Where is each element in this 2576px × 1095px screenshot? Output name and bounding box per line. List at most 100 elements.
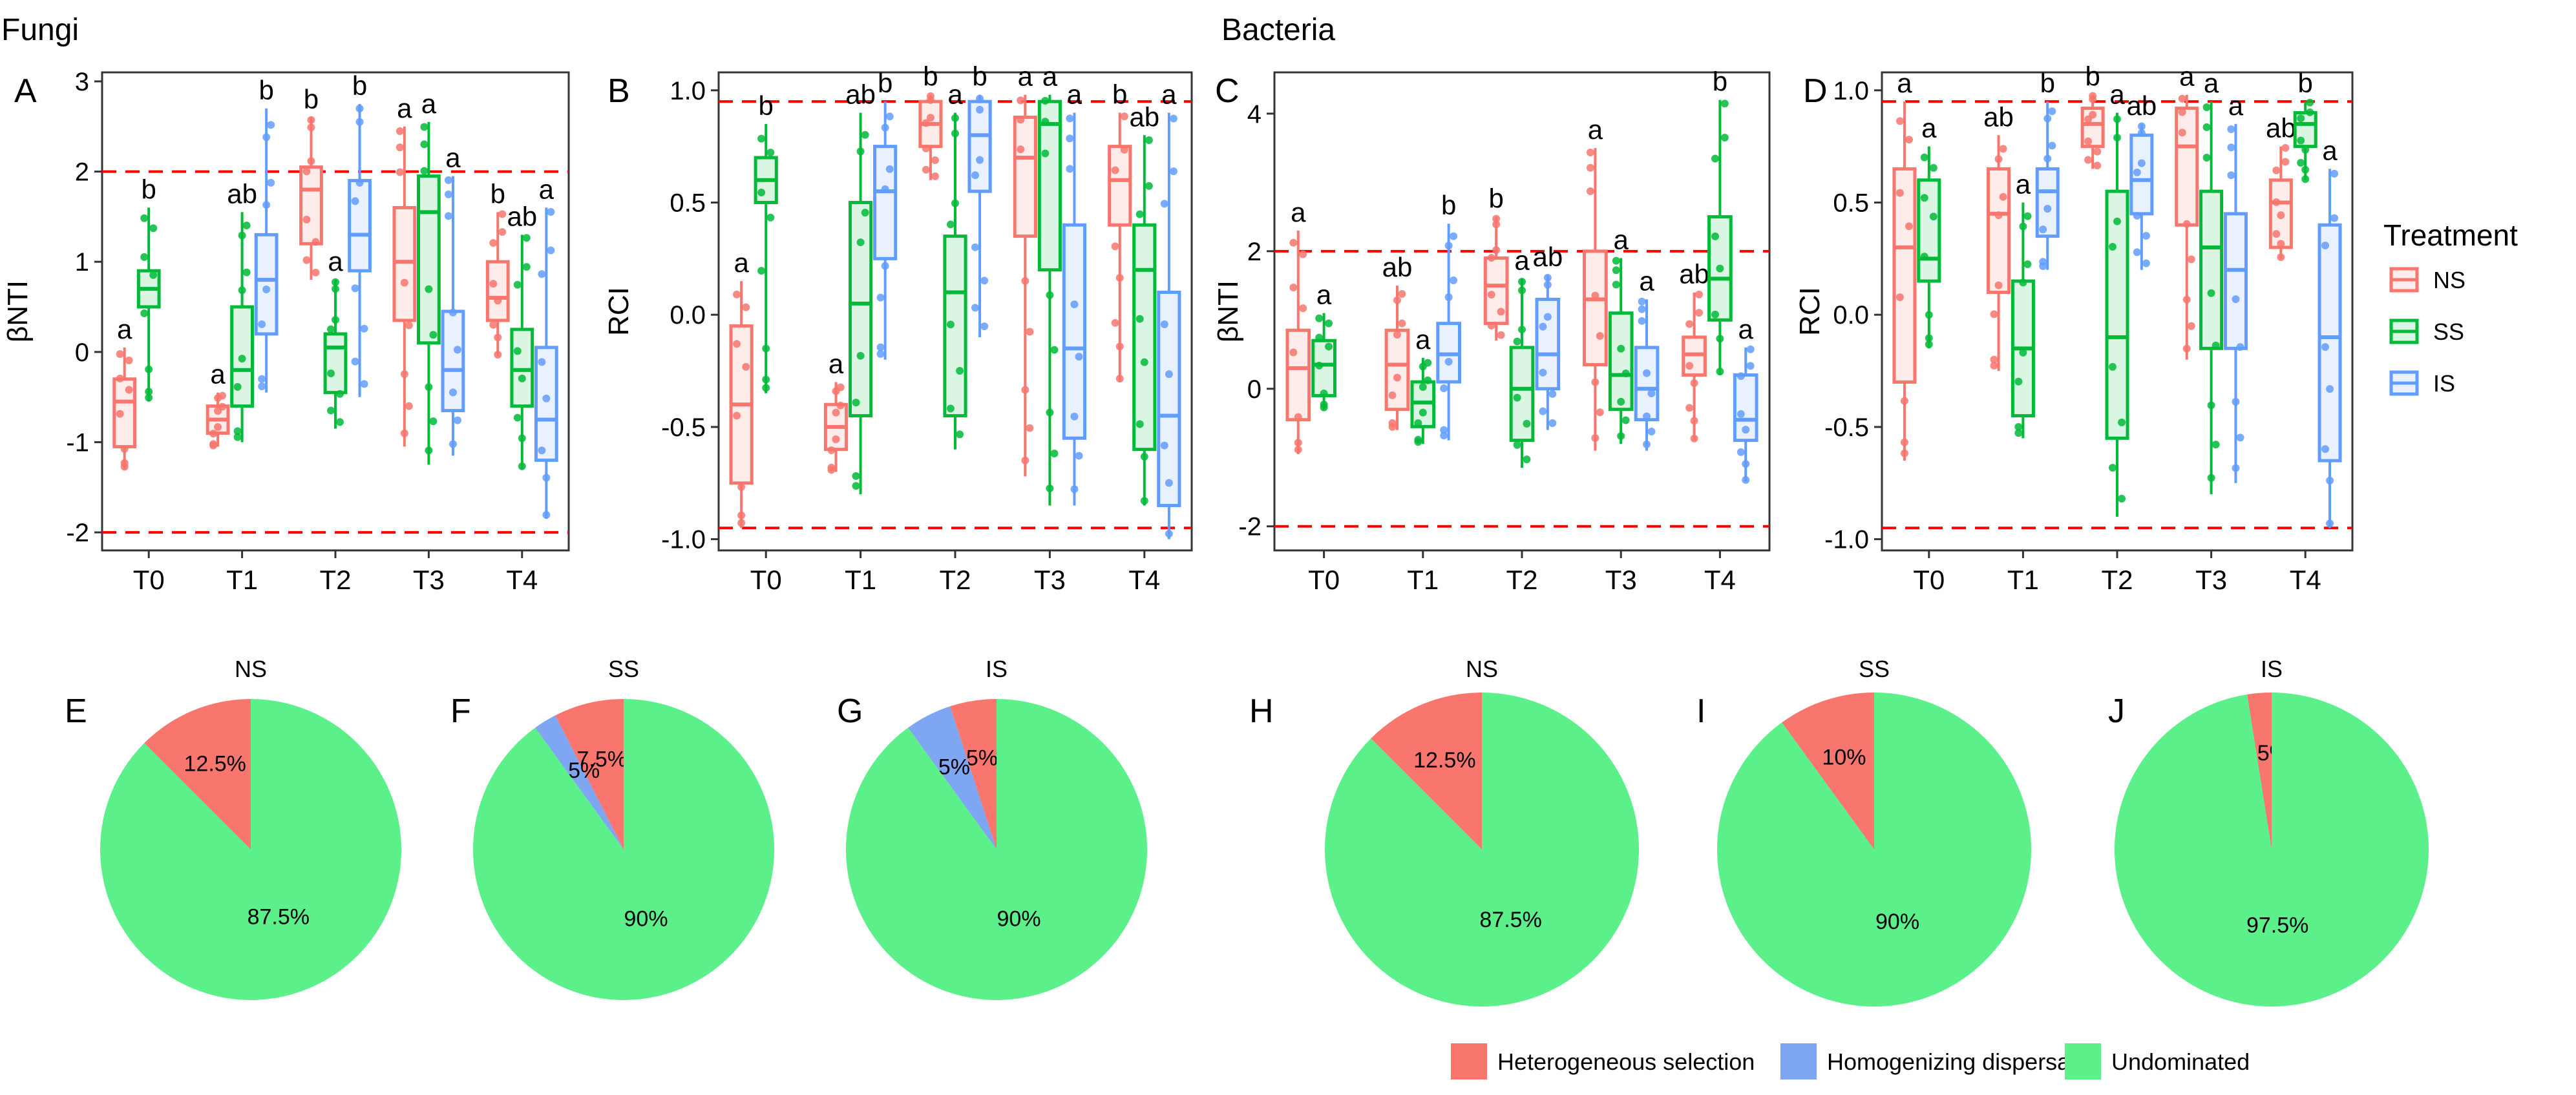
significance-letter: a — [117, 314, 132, 344]
sample-point — [238, 286, 246, 294]
sample-point — [1638, 306, 1646, 313]
sample-point — [857, 238, 865, 246]
significance-letter: ab — [845, 79, 876, 110]
sample-point — [327, 370, 335, 377]
sample-point — [429, 417, 437, 425]
sample-point — [1289, 348, 1297, 356]
sample-point — [1901, 450, 1908, 457]
sample-point — [980, 322, 988, 330]
box-t0-ns: a — [731, 247, 752, 528]
sample-point — [1523, 420, 1530, 428]
sample-point — [1041, 150, 1049, 158]
box-t4-is: a — [2319, 135, 2340, 528]
sample-point — [2272, 198, 2280, 206]
sample-point — [2301, 175, 2309, 183]
sample-point — [401, 430, 408, 437]
x-tick-label: T0 — [750, 565, 782, 595]
sample-point — [125, 386, 133, 393]
sample-point — [837, 402, 845, 410]
sample-point — [2297, 114, 2305, 122]
sample-point — [449, 309, 457, 317]
sample-point — [2043, 205, 2051, 213]
sample-point — [2330, 214, 2338, 222]
sample-point — [1643, 413, 1651, 421]
sample-point — [2039, 225, 2047, 233]
sample-point — [877, 344, 885, 351]
sample-point — [1393, 331, 1401, 339]
box-body — [1064, 225, 1084, 438]
sample-point — [2113, 134, 2121, 141]
sample-point — [1587, 187, 1594, 195]
sample-point — [401, 279, 408, 287]
sample-point — [2039, 262, 2047, 270]
significance-letter: a — [2228, 90, 2244, 121]
sample-point — [762, 345, 770, 353]
legend-swatch-pie_homo — [1780, 1043, 1817, 1079]
sample-point — [766, 149, 774, 156]
sample-point — [1414, 438, 1422, 446]
box-body — [325, 334, 346, 393]
sample-point — [1050, 346, 1058, 354]
sample-point — [1116, 375, 1124, 382]
sample-point — [542, 395, 550, 402]
sample-point — [976, 95, 984, 103]
sample-point — [852, 399, 860, 406]
sample-point — [1617, 432, 1625, 440]
sample-point — [737, 512, 745, 519]
significance-letter: b — [1488, 183, 1503, 214]
sample-point — [2133, 248, 2141, 256]
sample-point — [2203, 123, 2211, 131]
sample-point — [1161, 442, 1168, 450]
sample-point — [1514, 338, 1521, 346]
pie-slice-label: 90% — [1875, 910, 1919, 934]
sample-point — [356, 105, 364, 112]
sample-point — [1315, 334, 1323, 342]
sample-point — [2183, 296, 2191, 304]
y-tick-label: -0.5 — [1824, 413, 1869, 442]
sample-point — [757, 267, 765, 275]
sample-point — [737, 483, 745, 491]
sample-point — [2093, 162, 2101, 169]
pie-title: IS — [2261, 656, 2283, 682]
sample-point — [494, 351, 501, 359]
sample-point — [1647, 390, 1655, 397]
treatment-legend: TreatmentNSSSIS — [2383, 218, 2518, 397]
sample-point — [2084, 156, 2092, 163]
sample-point — [267, 121, 275, 129]
sample-point — [832, 388, 840, 395]
box-t3-ns: a — [1585, 114, 1607, 450]
sample-point — [538, 270, 545, 278]
box-t4-is: a — [536, 174, 556, 519]
panel-label-i: I — [1696, 693, 1705, 730]
sample-point — [931, 156, 939, 164]
sample-point — [1539, 369, 1547, 377]
sample-point — [827, 466, 835, 474]
sample-point — [449, 440, 457, 448]
sample-point — [1492, 246, 1500, 254]
significance-letter: a — [1897, 68, 1912, 98]
significance-letter: ab — [1129, 101, 1159, 132]
box-t0-ss: b — [138, 174, 159, 401]
significance-letter: ab — [1382, 252, 1413, 282]
box-t0-ns: a — [1287, 197, 1309, 454]
sample-point — [1591, 434, 1599, 442]
sample-point — [1896, 293, 1904, 301]
significance-letter: b — [972, 61, 987, 92]
sample-point — [336, 390, 344, 398]
sample-point — [927, 114, 934, 121]
sample-point — [140, 214, 148, 222]
sample-point — [1161, 320, 1168, 328]
sample-point — [2232, 464, 2239, 472]
x-tick-label: T3 — [413, 565, 445, 595]
sample-point — [2048, 141, 2056, 149]
legend-label: Heterogeneous selection — [1497, 1048, 1755, 1075]
significance-letter: ab — [2266, 113, 2296, 143]
box-t3-is: a — [2225, 90, 2246, 483]
sample-point — [121, 463, 129, 471]
sample-point — [857, 147, 865, 155]
box-t0-ss: b — [755, 90, 776, 393]
sample-point — [1921, 253, 1928, 260]
sample-point — [145, 366, 153, 373]
significance-letter: a — [947, 79, 963, 110]
